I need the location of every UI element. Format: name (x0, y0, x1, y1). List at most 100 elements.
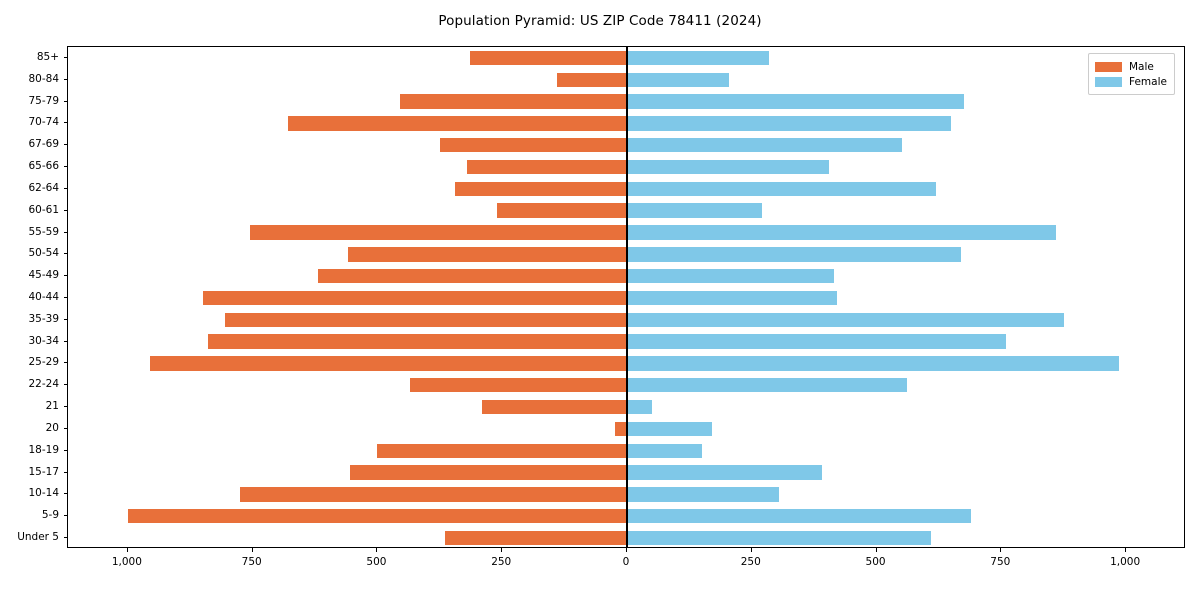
y-tick-mark (63, 471, 67, 473)
bar-female-67-69[interactable] (627, 138, 902, 153)
y-tick-mark (63, 427, 67, 429)
y-tick-mark (63, 318, 67, 320)
bar-female-22-24[interactable] (627, 378, 907, 393)
y-tick-label-70-74: 70-74 (28, 116, 59, 129)
y-tick-label-75-79: 75-79 (28, 94, 59, 107)
x-tick-mark (1000, 548, 1002, 552)
y-tick-label-10-14: 10-14 (28, 487, 59, 500)
y-tick-mark (63, 537, 67, 539)
legend-item-male[interactable]: Male (1095, 59, 1167, 74)
bar-female-80-84[interactable] (627, 72, 730, 87)
bar-male-21[interactable] (482, 399, 627, 415)
bar-female-75-79[interactable] (627, 94, 964, 109)
bar-row (68, 443, 1184, 458)
y-tick-mark (63, 122, 67, 124)
y-tick-label-30-34: 30-34 (28, 334, 59, 347)
bar-male-40-44[interactable] (202, 290, 627, 306)
bar-row (68, 465, 1184, 480)
y-tick-mark (63, 56, 67, 58)
y-tick-label-45-49: 45-49 (28, 269, 59, 282)
bar-row (68, 312, 1184, 327)
bar-male-60-61[interactable] (497, 203, 627, 218)
bar-male-50-54[interactable] (347, 247, 627, 262)
plot-area (68, 47, 1184, 547)
bar-male-67-69[interactable] (439, 138, 627, 153)
bar-male-85-[interactable] (469, 50, 627, 66)
y-tick-label-65-66: 65-66 (28, 160, 59, 173)
y-tick-label-62-64: 62-64 (28, 181, 59, 194)
legend-item-female[interactable]: Female (1095, 74, 1167, 89)
bar-male-under-5[interactable] (444, 530, 627, 546)
bar-row (68, 421, 1184, 437)
bar-female-21[interactable] (627, 399, 652, 415)
bar-female-18-19[interactable] (627, 443, 702, 458)
bar-female-65-66[interactable] (627, 159, 830, 175)
bar-male-35-39[interactable] (225, 312, 627, 327)
bar-female-45-49[interactable] (627, 268, 835, 284)
y-tick-label-25-29: 25-29 (28, 356, 59, 369)
bar-female-5-9[interactable] (627, 509, 972, 524)
x-tick-mark (1125, 548, 1127, 552)
bar-female-55-59[interactable] (627, 225, 1057, 240)
x-tick-mark (126, 548, 128, 552)
y-tick-mark (63, 297, 67, 298)
bar-female-under-5[interactable] (627, 530, 932, 546)
bar-female-60-61[interactable] (627, 203, 762, 218)
bar-row (68, 225, 1184, 240)
bar-row (68, 138, 1184, 153)
bar-female-62-64[interactable] (627, 181, 937, 197)
legend-swatch-male (1095, 61, 1122, 72)
y-tick-mark (63, 449, 67, 451)
bar-male-10-14[interactable] (240, 487, 627, 502)
bar-male-22-24[interactable] (409, 378, 627, 393)
y-tick-mark (63, 275, 67, 277)
y-tick-label-18-19: 18-19 (28, 443, 59, 456)
y-tick-label-20: 20 (45, 421, 59, 434)
bar-row (68, 181, 1184, 197)
bar-male-25-29[interactable] (150, 356, 627, 371)
bar-male-80-84[interactable] (557, 72, 627, 87)
bar-male-15-17[interactable] (349, 465, 627, 480)
bar-female-25-29[interactable] (627, 356, 1119, 371)
bar-row (68, 50, 1184, 66)
bar-female-20[interactable] (627, 421, 712, 437)
bar-female-40-44[interactable] (627, 290, 837, 306)
x-tick-label-2: 500 (366, 556, 387, 568)
bar-male-55-59[interactable] (250, 225, 627, 240)
y-tick-label-under-5: Under 5 (17, 531, 59, 544)
bar-female-30-34[interactable] (627, 334, 1007, 349)
bar-male-5-9[interactable] (127, 509, 627, 524)
bar-row (68, 378, 1184, 393)
y-tick-mark (63, 253, 67, 255)
bar-female-15-17[interactable] (627, 465, 822, 480)
bar-male-62-64[interactable] (454, 181, 627, 197)
y-tick-label-85-: 85+ (36, 50, 59, 63)
x-tick-mark (251, 548, 253, 552)
bar-row (68, 268, 1184, 284)
y-tick-mark (63, 515, 67, 517)
bar-male-70-74[interactable] (287, 116, 627, 131)
bar-male-18-19[interactable] (377, 443, 627, 458)
y-tick-label-21: 21 (45, 400, 59, 413)
bar-female-70-74[interactable] (627, 116, 952, 131)
y-tick-label-55-59: 55-59 (28, 225, 59, 238)
bar-female-35-39[interactable] (627, 312, 1064, 327)
y-tick-label-50-54: 50-54 (28, 247, 59, 260)
bar-female-50-54[interactable] (627, 247, 962, 262)
legend-label-male: Male (1129, 60, 1154, 73)
bar-female-10-14[interactable] (627, 487, 780, 502)
bar-male-20[interactable] (614, 421, 627, 437)
bar-male-75-79[interactable] (399, 94, 627, 109)
x-tick-label-5: 250 (740, 556, 761, 568)
y-tick-mark (63, 384, 67, 386)
bar-row (68, 72, 1184, 87)
bar-male-30-34[interactable] (207, 334, 627, 349)
bar-female-85-[interactable] (627, 50, 770, 66)
bar-male-45-49[interactable] (317, 268, 627, 284)
bar-male-65-66[interactable] (467, 159, 627, 175)
plot-frame (67, 46, 1185, 548)
x-tick-label-4: 0 (622, 556, 630, 568)
y-tick-label-15-17: 15-17 (28, 465, 59, 478)
y-tick-mark (63, 100, 67, 102)
